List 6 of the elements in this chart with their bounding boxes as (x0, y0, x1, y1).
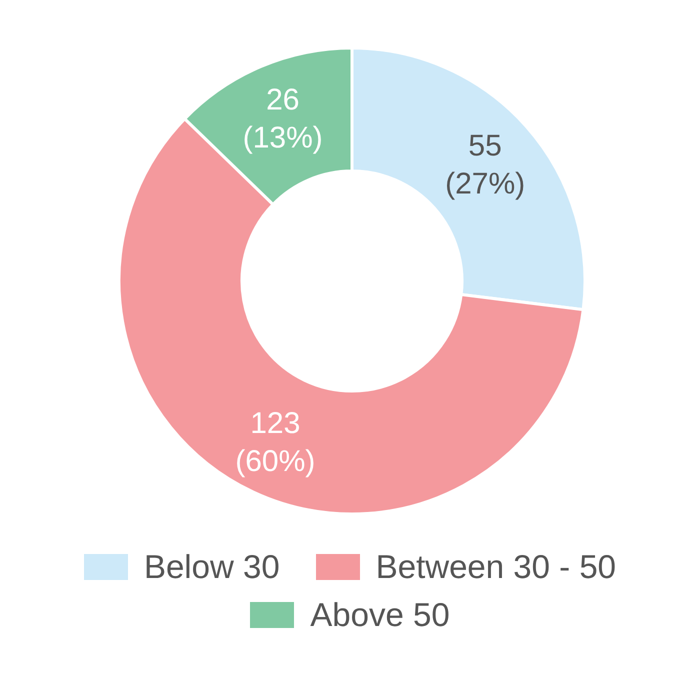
data-label: 123 (60%) (235, 407, 316, 478)
legend-label: Below 30 (144, 548, 280, 586)
legend-label: Above 50 (310, 596, 450, 634)
data-label: 55 (27%) (445, 129, 526, 200)
legend-label: Between 30 - 50 (376, 548, 616, 586)
data-label: 26 (13%) (242, 83, 323, 154)
